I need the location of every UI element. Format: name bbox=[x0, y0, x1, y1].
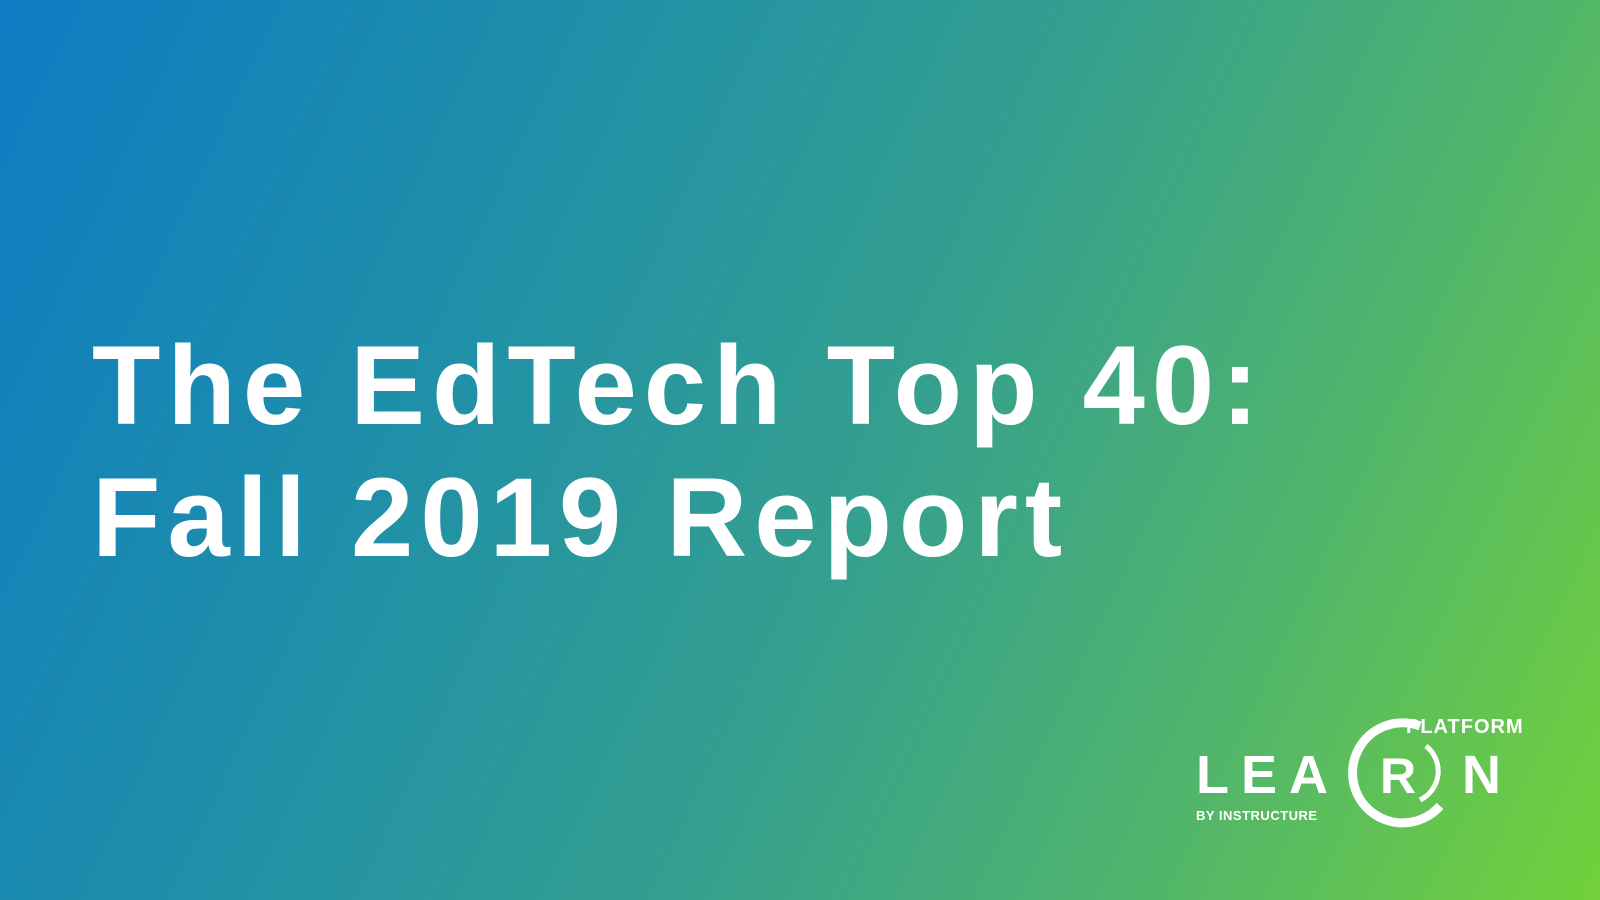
logo-byline: BY INSTRUCTURE bbox=[1196, 808, 1318, 823]
logo-letters: R bbox=[1380, 748, 1416, 804]
logo-letters: LEA bbox=[1196, 745, 1340, 805]
logo-ring bbox=[1348, 718, 1444, 828]
logo-platform: PLATFORM bbox=[1406, 716, 1524, 738]
logo-ring-inner bbox=[1418, 744, 1441, 803]
logo-letters: N bbox=[1462, 745, 1501, 805]
title-line: The EdTech Top 40: bbox=[92, 323, 1266, 448]
title-line: Fall 2019 Report bbox=[92, 455, 1070, 580]
